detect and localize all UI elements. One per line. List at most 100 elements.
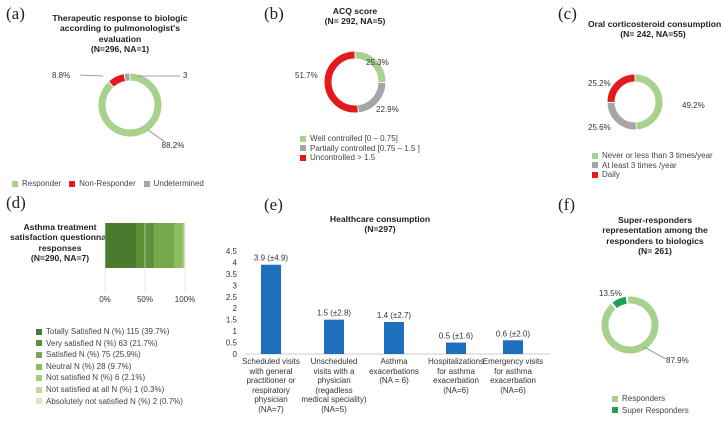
panel-b-title: ACQ score (N= 292, NA=5)	[300, 6, 410, 27]
legend-label: Responder	[22, 179, 62, 188]
x-category-label: Hospitalizations for asthma exacerbation (N…	[420, 357, 492, 395]
legend-f: Responders Super Responders	[612, 393, 689, 416]
donut-chart-f: 13.5% 87.9%	[599, 289, 689, 365]
title-line: evaluation	[98, 33, 142, 44]
donut-slice-1	[98, 73, 162, 137]
x-category-line: Scheduled visits	[242, 357, 300, 366]
legend-swatch	[36, 351, 42, 358]
legend-item: Partially controlled [0.75 – 1.5 ]	[300, 144, 420, 154]
title-line: according to pulmonologist's	[60, 23, 180, 34]
x-category-line: for asthma	[437, 366, 475, 376]
x-category-line: (NA=6)	[443, 385, 469, 395]
legend-swatch	[300, 145, 306, 152]
y-tick-label: 3	[233, 281, 238, 290]
legend-label: Responders	[622, 394, 666, 403]
donut-data-label: 25.6%	[588, 123, 611, 132]
bar	[446, 342, 466, 354]
x-category-line: practitioner or	[246, 376, 296, 386]
x-category-line: exacerbation	[490, 376, 536, 386]
legend-swatch	[592, 152, 598, 159]
title-line: Asthma treatment	[23, 222, 97, 232]
x-category-label: Unscheduled visits with a physician (regadl…	[298, 357, 370, 415]
donut-data-label: 25.2%	[588, 79, 611, 88]
stacked-bar-segment-1	[105, 223, 137, 268]
legend-label: Very satisfied N (%) 63 (21.7%)	[46, 338, 158, 348]
y-tick-label: 0	[233, 350, 238, 359]
donut-data-label: 25.3%	[366, 58, 389, 67]
donut-slice-2	[357, 82, 386, 113]
legend-item: Responders	[612, 393, 689, 405]
stacked-bar-segment-3	[154, 223, 175, 268]
legend-swatch	[612, 407, 618, 414]
legend-b: Well controlled [0 – 0.75] Partially cont…	[300, 134, 420, 163]
donut-data-label: 8.8%	[52, 71, 70, 80]
title-line: (N= 292, NA=5)	[324, 16, 386, 27]
title-line: (N=296, NA=1)	[90, 43, 150, 54]
title-line: Super-responders	[617, 215, 693, 225]
panel-f-letter: (f)	[558, 195, 575, 214]
panel-d-letter: (d)	[6, 193, 26, 212]
legend-swatch	[612, 395, 618, 402]
leader-line	[147, 129, 166, 143]
legend-label: Neutral N (%) 28 (9.7%)	[46, 361, 132, 371]
title-line: representation among the	[602, 225, 708, 236]
title-line: satisfaction questionnaire	[10, 232, 117, 243]
x-category-line: for asthma	[494, 366, 532, 376]
legend-item: Never or less than 3 times/year	[592, 151, 713, 161]
stacked-bar-chart-d: 0% 50% 100%	[99, 223, 195, 304]
legend-d: Totally Satisfied N (%) 115 (39.7%) Very …	[36, 326, 183, 407]
legend-label: Well controlled [0 – 0.75]	[310, 134, 398, 143]
x-category-line: Asthma	[380, 357, 408, 366]
panel-c-title: Oral corticosteroid consumption (N= 242,…	[588, 19, 721, 40]
y-tick-label: 4	[233, 258, 238, 267]
bar	[384, 321, 404, 354]
x-category-line: exacerbation	[433, 376, 479, 386]
legend-item: Neutral N (%) 28 (9.7%)	[36, 361, 183, 373]
x-tick-label: 100%	[175, 295, 195, 304]
legend-swatch	[36, 363, 42, 370]
title-line: responders to biologics	[606, 235, 704, 246]
panel-f-title: Super-responders representation among th…	[595, 215, 715, 256]
legend-item: Non-Responder	[69, 179, 136, 189]
panel-b-letter: (b)	[264, 4, 284, 23]
legend-swatch	[300, 154, 306, 161]
title-line: (N=290, NA=7)	[30, 252, 90, 263]
bar	[324, 319, 344, 354]
legend-label: Not satisfied at all N (%) 1 (0.3%)	[46, 384, 165, 394]
panel-c-letter: (c)	[558, 4, 577, 23]
bar	[503, 340, 523, 354]
title-line: Healthcare consumption	[329, 214, 431, 224]
title-line: ACQ score	[332, 6, 378, 16]
bar-data-label: 1.4 (±2.7)	[377, 311, 412, 320]
legend-item: Super Responders	[612, 405, 689, 417]
x-category-label: Asthma exacerbations (NA = 6)	[358, 357, 430, 386]
bar-data-label: 0.5 (±1.6)	[439, 332, 474, 341]
stacked-bar-segment-4	[174, 223, 183, 268]
y-tick-label: 1	[233, 327, 238, 336]
x-category-line: exacerbations	[369, 366, 419, 376]
legend-swatch	[69, 180, 76, 187]
bar-data-label: 0.6 (±2.0)	[496, 329, 531, 338]
legend-swatch	[36, 386, 42, 393]
x-category-line: physician	[317, 376, 351, 386]
y-tick-label: 0.5	[226, 339, 238, 348]
donut-chart-a: 88.2% 8.8% 3	[52, 71, 188, 150]
legend-label: Never or less than 3 times/year	[602, 151, 713, 160]
legend-label: At least 3 times /year	[602, 160, 677, 170]
legend-label: Daily	[602, 170, 620, 180]
x-category-label: Emergency visits for asthma exacerbation (N…	[477, 357, 549, 395]
y-tick-label: 2	[233, 304, 238, 313]
donut-slice-2	[109, 74, 126, 87]
stacked-bar-segment-5	[182, 223, 185, 268]
panel-e-letter: (e)	[264, 195, 283, 214]
x-tick-label: 0%	[99, 295, 111, 304]
legend-swatch	[36, 398, 42, 405]
donut-data-label: 3	[183, 71, 188, 80]
y-tick-label: 3.5	[226, 270, 238, 279]
panel-a-title: Therapeutic response to biologic accordi…	[45, 13, 195, 54]
donut-slice-3	[607, 74, 635, 103]
stacked-bar-segment-2	[136, 223, 155, 268]
title-line: (N= 242, NA=55)	[620, 29, 686, 40]
x-category-line: medical speciality)	[301, 395, 367, 405]
legend-label: Super Responders	[622, 405, 689, 415]
